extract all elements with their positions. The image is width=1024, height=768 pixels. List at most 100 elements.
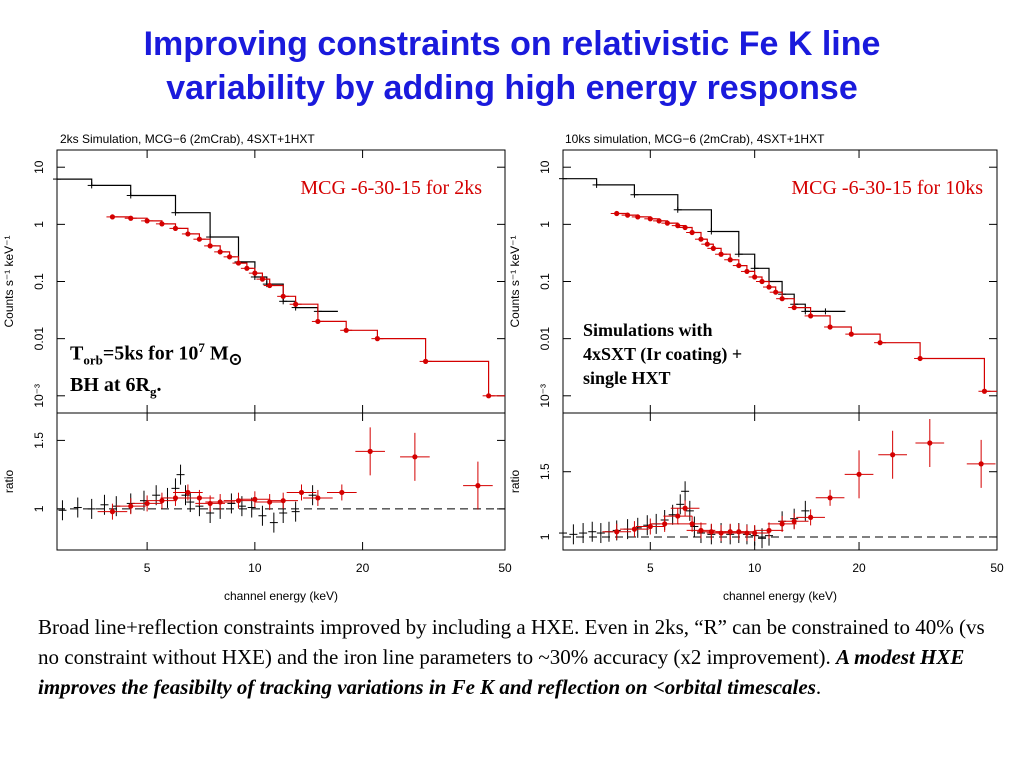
x-tick-label: 5: [144, 561, 151, 575]
plot-title: 2ks Simulation, MCG−6 (2mCrab), 4SXT+1HX…: [60, 132, 315, 146]
red-data-point: [727, 257, 733, 263]
ratio-tick-label: 1: [538, 533, 552, 540]
red-data-point: [766, 284, 772, 290]
red-ratio-point: [927, 440, 933, 446]
red-ratio-point: [766, 527, 772, 534]
red-ratio-point: [128, 503, 134, 509]
y-tick-label: 10: [32, 160, 46, 174]
red-data-point: [374, 336, 380, 342]
red-data-point: [159, 221, 165, 227]
red-data-point: [827, 324, 833, 330]
red-data-point: [656, 218, 662, 224]
caption-text: Broad line+reflection constraints improv…: [38, 615, 985, 669]
red-data-point: [207, 243, 213, 249]
red-ratio-point: [367, 448, 373, 454]
red-ratio-point: [978, 461, 984, 467]
red-data-point: [682, 224, 688, 231]
red-ratio-point: [631, 526, 638, 532]
red-ratio-point: [614, 529, 620, 535]
red-ratio-point: [856, 471, 862, 477]
caption-end: .: [815, 675, 822, 699]
red-ratio-point: [475, 483, 481, 489]
x-tick-label: 10: [748, 561, 762, 575]
red-data-point: [981, 388, 988, 394]
red-ratio-point: [315, 495, 321, 501]
red-data-point: [315, 318, 321, 325]
x-tick-label: 50: [498, 561, 512, 575]
y-tick-label: 10⁻³: [538, 384, 552, 408]
sim-note-line3: single HXT: [583, 368, 671, 388]
red-ratio-point: [675, 513, 681, 519]
red-ratio-point: [172, 495, 179, 501]
ratio-tick-label: 1.5: [32, 432, 46, 449]
red-data-point: [259, 276, 266, 282]
red-ratio-point: [662, 521, 668, 527]
red-ratio-point: [109, 509, 116, 515]
x-tick-label: 20: [852, 561, 866, 575]
y-tick-label: 0.1: [32, 273, 46, 290]
y-tick-label: 0.01: [538, 327, 552, 351]
red-data-point: [698, 236, 704, 242]
y-tick-label: 1: [538, 221, 552, 228]
red-ratio-point: [689, 521, 695, 527]
red-ratio-point: [779, 521, 785, 527]
red-data-point: [267, 282, 273, 289]
red-data-point: [252, 270, 258, 276]
overlay-label: MCG -6-30-15 for 10ks: [791, 177, 983, 199]
red-ratio-point: [791, 518, 797, 524]
sim-note-line1: Simulations with: [583, 320, 713, 340]
red-data-point: [280, 293, 286, 299]
y-tick-label: 0.01: [32, 327, 46, 351]
ratio-plot-frame: [56, 412, 506, 551]
orbital-timescale-note: Torb=5ks for 107 M⊙ BH at 6Rg.: [70, 335, 308, 404]
red-ratio-point: [708, 529, 714, 535]
red-ratio-point: [298, 489, 305, 496]
sim-note-line2: 4xSXT (Ir coating) +: [583, 344, 743, 364]
x-tick-label: 50: [990, 561, 1004, 575]
red-data-point: [635, 214, 641, 220]
x-tick-label: 5: [647, 561, 654, 575]
red-data-point: [848, 331, 854, 337]
red-ratio-point: [144, 500, 150, 507]
spectrum-panel-10ks: 10ks simulation, MCG−6 (2mCrab), 4SXT+1H…: [508, 132, 1004, 603]
red-ratio-point: [890, 452, 896, 458]
red-data-point: [759, 278, 765, 285]
red-ratio-point: [682, 505, 688, 511]
ratio-axis-label: ratio: [2, 470, 16, 494]
red-data-point: [235, 260, 242, 266]
slide-title: Improving constraints on relativistic Fe…: [40, 22, 984, 110]
y-axis-label: Counts s⁻¹ keV⁻¹: [2, 235, 16, 327]
red-data-point: [624, 212, 631, 218]
x-axis-label: channel energy (keV): [723, 589, 837, 603]
y-axis-label: Counts s⁻¹ keV⁻¹: [508, 235, 522, 327]
slide-caption: Broad line+reflection constraints improv…: [38, 612, 988, 702]
spectrum-plots: 2ks Simulation, MCG−6 (2mCrab), 4SXT+1HX…: [2, 132, 1004, 603]
red-ratio-point: [647, 523, 653, 530]
red-ratio-point: [736, 529, 742, 535]
red-ratio-point: [235, 498, 242, 504]
sun-symbol-icon: ⊙: [228, 351, 243, 369]
red-data-point: [109, 214, 116, 220]
red-ratio-point: [827, 495, 833, 501]
black-model-step-line: [57, 178, 338, 312]
red-data-point: [664, 220, 670, 226]
simulation-setup-note: Simulations with 4xSXT (Ir coating) + si…: [583, 318, 795, 390]
ratio-tick-label: 1.5: [538, 463, 552, 480]
red-ratio-point: [185, 489, 191, 496]
slide-title-line2: variability by adding high energy respon…: [166, 69, 858, 107]
red-data-point: [718, 251, 724, 257]
x-axis-label: channel energy (keV): [224, 589, 338, 603]
red-data-point: [244, 265, 250, 271]
ratio-axis-label: ratio: [508, 470, 522, 494]
caption-emphasis: A modest HXE improves the feasibilty of …: [38, 645, 965, 699]
red-data-point: [293, 301, 299, 307]
red-ratio-point: [698, 527, 704, 534]
red-data-point: [736, 262, 742, 269]
red-data-point: [877, 340, 883, 346]
red-data-point: [773, 289, 779, 295]
red-ratio-point: [339, 489, 345, 496]
ratio-tick-label: 1: [32, 505, 46, 512]
red-data-point: [710, 245, 716, 251]
red-data-point: [172, 225, 179, 231]
red-data-point: [752, 274, 758, 280]
